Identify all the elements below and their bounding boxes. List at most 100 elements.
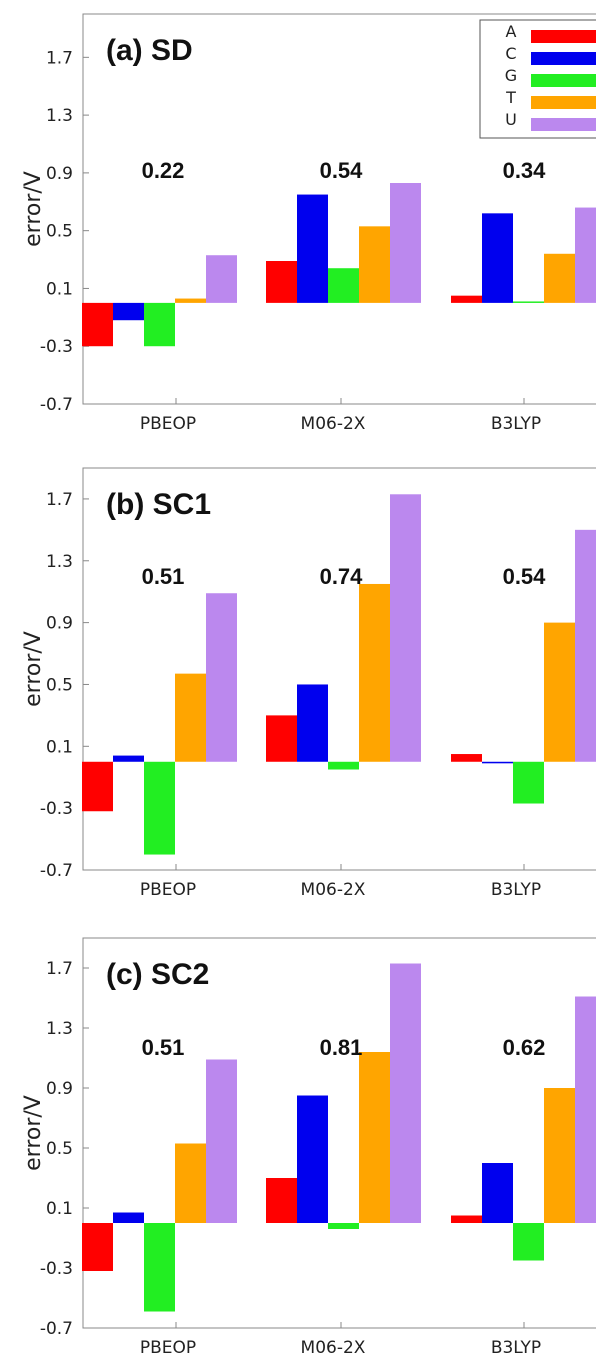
y-tick-label: -0.7 <box>40 1319 73 1339</box>
y-axis-label: error/V <box>21 631 46 707</box>
x-tick-label: PBEOP <box>140 1338 196 1358</box>
bar-A-B3LYP <box>451 754 482 762</box>
bar-T-M06-2X <box>359 226 390 303</box>
y-tick-label: 0.1 <box>46 279 73 299</box>
legend-label-T: T <box>505 88 516 107</box>
panel-title: (b) SC1 <box>106 488 211 521</box>
group-annotation: 0.51 <box>142 1035 185 1060</box>
bar-C-B3LYP <box>482 1163 513 1223</box>
plot-frame <box>82 467 596 871</box>
legend-swatch-U <box>531 118 596 131</box>
bar-G-M06-2X <box>328 268 359 303</box>
bar-C-PBEOP <box>113 302 144 321</box>
y-tick-label: 0.9 <box>46 614 73 634</box>
y-tick-label: 1.3 <box>46 1019 73 1039</box>
bar-A-B3LYP <box>451 295 482 303</box>
bar-A-PBEOP <box>82 1223 113 1271</box>
legend-label-G: G <box>505 66 517 85</box>
group-annotation: 0.74 <box>320 564 364 589</box>
x-tick-label: B3LYP <box>491 414 541 434</box>
bar-C-B3LYP <box>482 213 513 303</box>
y-tick-label: 0.9 <box>46 1079 73 1099</box>
legend-swatch-T <box>531 96 596 109</box>
bar-A-M06-2X <box>266 715 297 762</box>
bar-T-PBEOP <box>175 1143 206 1223</box>
bar-C-PBEOP <box>113 755 144 762</box>
group-annotation: 0.54 <box>503 564 547 589</box>
bar-U-PBEOP <box>206 1059 237 1223</box>
bar-T-M06-2X <box>359 583 390 762</box>
bar-T-PBEOP <box>175 298 206 303</box>
x-tick-label: PBEOP <box>140 414 196 434</box>
chart-panel-3: 1.7 1.3 0.9 0.5 0.1 -0.3 -0.7 PBEOP M06-2X B3LYP e… <box>21 937 596 1358</box>
x-tick-label: B3LYP <box>491 1338 541 1358</box>
legend-label-C: C <box>505 44 516 63</box>
chart-panel-1: 1.7 1.3 0.9 0.5 0.1 -0.3 -0.7 PBEOP M06-2X B3LYP e… <box>21 13 596 434</box>
chart-panel-2: 1.7 1.3 0.9 0.5 0.1 -0.3 -0.7 PBEOP M06-2X B3LYP e… <box>21 467 596 900</box>
group-annotation: 0.54 <box>320 158 364 183</box>
y-tick-label: 1.3 <box>46 552 73 572</box>
bar-G-M06-2X <box>328 761 359 770</box>
y-tick-label: -0.3 <box>40 1259 73 1279</box>
panel-title: (c) SC2 <box>106 958 209 991</box>
y-tick-label: 1.7 <box>46 490 73 510</box>
group-annotation: 0.81 <box>320 1035 363 1060</box>
legend-label-U: U <box>505 110 517 129</box>
bar-A-M06-2X <box>266 261 297 303</box>
bar-C-B3LYP <box>482 761 513 764</box>
bar-T-B3LYP <box>544 1088 575 1223</box>
y-tick-label: -0.7 <box>40 395 73 415</box>
bar-C-M06-2X <box>297 194 328 303</box>
bar-U-B3LYP <box>575 996 596 1223</box>
bar-C-M06-2X <box>297 1095 328 1223</box>
group-annotation: 0.51 <box>142 564 185 589</box>
bar-U-B3LYP <box>575 529 596 762</box>
bar-U-PBEOP <box>206 255 237 303</box>
panel-title: (a) SD <box>106 34 193 67</box>
x-tick-label: M06-2X <box>301 414 366 434</box>
y-tick-label: 0.9 <box>46 164 73 184</box>
bar-C-PBEOP <box>113 1212 144 1223</box>
y-axis-label: error/V <box>21 171 46 247</box>
bar-G-PBEOP <box>144 761 175 855</box>
group-annotation: 0.22 <box>142 158 185 183</box>
bar-U-B3LYP <box>575 207 596 303</box>
bar-G-B3LYP <box>513 301 544 303</box>
y-tick-label: 0.1 <box>46 1199 73 1219</box>
legend-label-A: A <box>506 22 517 41</box>
y-tick-label: 0.5 <box>46 675 73 695</box>
y-tick-label: -0.3 <box>40 337 73 357</box>
bar-U-M06-2X <box>390 183 421 303</box>
y-tick-label: 1.7 <box>46 959 73 979</box>
bar-A-B3LYP <box>451 1215 482 1223</box>
group-annotation: 0.62 <box>503 1035 546 1060</box>
bar-T-B3LYP <box>544 253 575 303</box>
y-tick-label: 1.7 <box>46 48 73 68</box>
x-tick-label: B3LYP <box>491 880 541 900</box>
bar-U-M06-2X <box>390 963 421 1223</box>
plot-frame <box>82 937 596 1329</box>
bar-C-M06-2X <box>297 684 328 762</box>
y-tick-label: 1.3 <box>46 106 73 126</box>
bar-G-PBEOP <box>144 302 175 347</box>
y-tick-label: 0.5 <box>46 1139 73 1159</box>
bar-G-M06-2X <box>328 1223 359 1229</box>
legend-swatch-C <box>531 52 596 65</box>
y-tick-label: -0.7 <box>40 861 73 881</box>
y-tick-label: 0.1 <box>46 737 73 757</box>
x-tick-label: PBEOP <box>140 880 196 900</box>
bar-T-M06-2X <box>359 1052 390 1223</box>
bar-A-PBEOP <box>82 761 113 812</box>
bar-U-M06-2X <box>390 494 421 762</box>
bar-G-B3LYP <box>513 761 544 804</box>
y-tick-label: 0.5 <box>46 222 73 242</box>
bar-A-M06-2X <box>266 1178 297 1223</box>
y-axis-label: error/V <box>21 1095 46 1171</box>
plot-frame <box>82 13 596 405</box>
bar-U-PBEOP <box>206 593 237 762</box>
bar-G-PBEOP <box>144 1223 175 1312</box>
bar-G-B3LYP <box>513 1223 544 1261</box>
x-tick-label: M06-2X <box>301 880 366 900</box>
legend-swatch-G <box>531 74 596 87</box>
